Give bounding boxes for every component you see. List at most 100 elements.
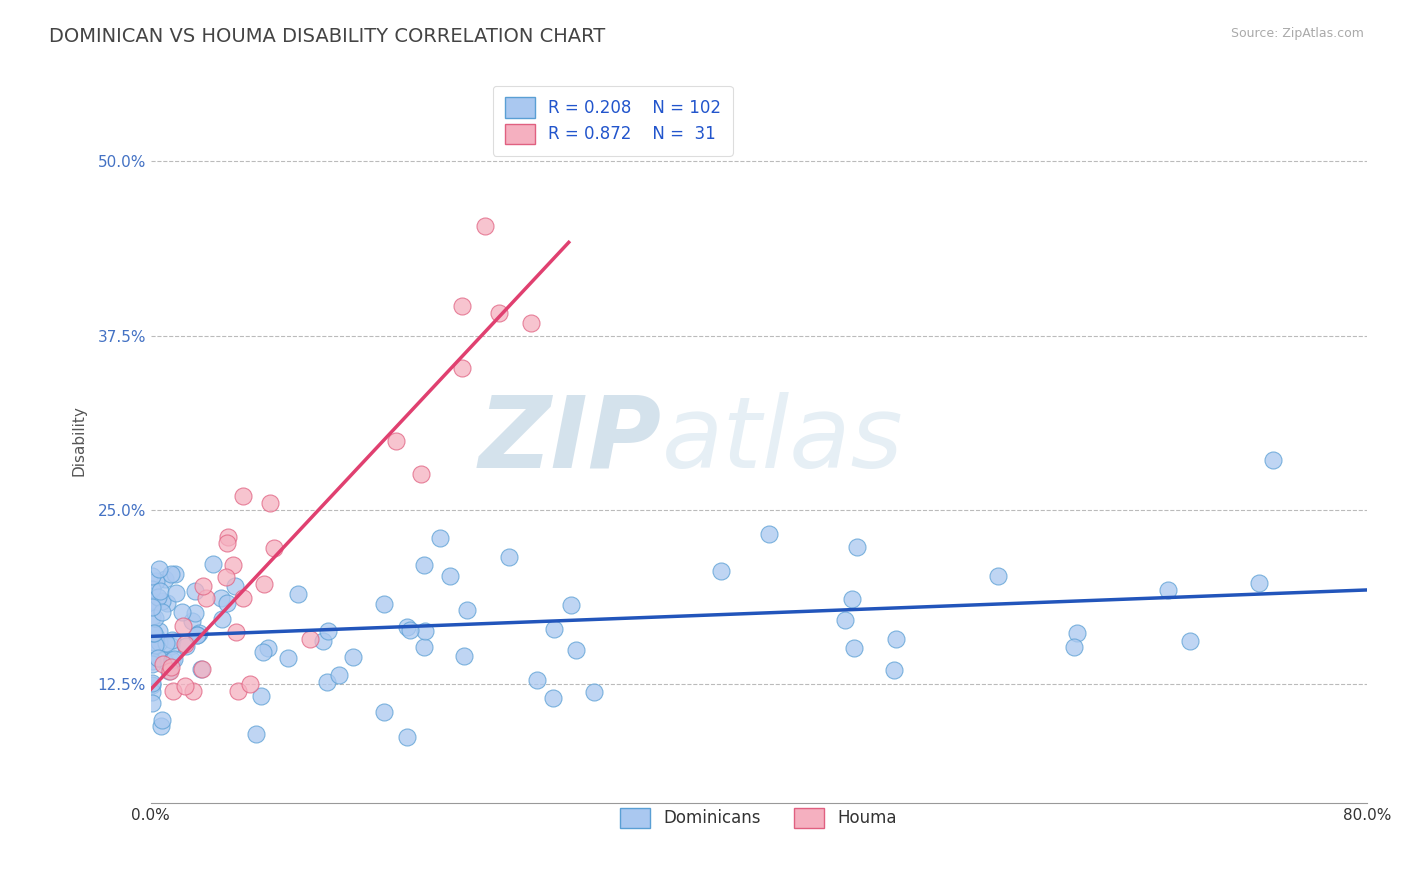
Point	[846, 540, 869, 554]
Point	[145, 574, 167, 588]
Point	[987, 569, 1010, 583]
Point	[844, 640, 866, 655]
Point	[232, 591, 254, 605]
Point	[162, 684, 184, 698]
Point	[142, 625, 165, 640]
Point	[141, 610, 163, 624]
Point	[451, 361, 474, 376]
Point	[519, 316, 541, 330]
Text: Source: ZipAtlas.com: Source: ZipAtlas.com	[1230, 27, 1364, 40]
Point	[560, 599, 582, 613]
Point	[150, 713, 173, 727]
Point	[396, 730, 419, 744]
Point	[413, 624, 436, 638]
Point	[1178, 634, 1201, 648]
Point	[188, 626, 211, 640]
Point	[439, 569, 461, 583]
Point	[148, 562, 170, 576]
Point	[526, 673, 548, 687]
Point	[239, 677, 262, 691]
Point	[287, 587, 309, 601]
Point	[184, 607, 207, 621]
Text: DOMINICAN VS HOUMA DISABILITY CORRELATION CHART: DOMINICAN VS HOUMA DISABILITY CORRELATIO…	[49, 27, 606, 45]
Point	[758, 527, 780, 541]
Point	[173, 638, 195, 652]
Point	[474, 219, 496, 234]
Point	[155, 573, 177, 587]
Point	[159, 639, 181, 653]
Point	[456, 603, 478, 617]
Point	[150, 605, 173, 619]
Point	[1249, 575, 1271, 590]
Point	[298, 632, 321, 646]
Point	[157, 664, 180, 678]
Point	[583, 685, 606, 699]
Point	[222, 558, 245, 573]
Y-axis label: Disability: Disability	[72, 405, 86, 475]
Point	[152, 653, 174, 667]
Point	[373, 597, 395, 611]
Point	[190, 662, 212, 676]
Point	[141, 657, 163, 671]
Point	[373, 705, 395, 719]
Point	[160, 660, 183, 674]
Point	[148, 624, 170, 638]
Point	[883, 663, 905, 677]
Point	[163, 567, 186, 582]
Point	[543, 622, 565, 636]
Point	[181, 614, 204, 628]
Point	[143, 610, 166, 624]
Point	[231, 490, 253, 504]
Point	[224, 579, 246, 593]
Point	[399, 623, 422, 637]
Point	[155, 636, 177, 650]
Point	[413, 558, 436, 573]
Point	[141, 685, 163, 699]
Point	[252, 645, 274, 659]
Point	[181, 684, 204, 698]
Point	[253, 577, 276, 591]
Point	[342, 649, 364, 664]
Text: ZIP: ZIP	[478, 392, 661, 489]
Point	[191, 662, 214, 676]
Point	[1066, 625, 1088, 640]
Point	[226, 684, 249, 698]
Point	[194, 591, 217, 606]
Point	[245, 726, 267, 740]
Point	[155, 596, 177, 610]
Point	[160, 633, 183, 648]
Point	[146, 631, 169, 645]
Point	[201, 557, 224, 571]
Point	[259, 496, 281, 510]
Point	[173, 680, 195, 694]
Point	[142, 628, 165, 642]
Point	[172, 605, 194, 619]
Point	[143, 638, 166, 652]
Point	[191, 579, 214, 593]
Point	[152, 657, 174, 671]
Point	[150, 719, 173, 733]
Point	[385, 434, 408, 448]
Point	[249, 689, 271, 703]
Point	[498, 549, 520, 564]
Point	[217, 596, 239, 610]
Point	[257, 641, 280, 656]
Point	[209, 591, 232, 606]
Point	[277, 651, 299, 665]
Point	[141, 569, 163, 583]
Point	[183, 584, 205, 599]
Point	[395, 619, 418, 633]
Point	[1263, 453, 1285, 467]
Point	[148, 651, 170, 665]
Point	[142, 640, 165, 654]
Point	[488, 306, 510, 320]
Point	[211, 611, 233, 625]
Point	[160, 566, 183, 581]
Point	[150, 594, 173, 608]
Point	[141, 594, 163, 608]
Point	[315, 675, 337, 690]
Point	[141, 696, 163, 710]
Point	[163, 652, 186, 666]
Point	[263, 541, 285, 556]
Point	[565, 643, 588, 657]
